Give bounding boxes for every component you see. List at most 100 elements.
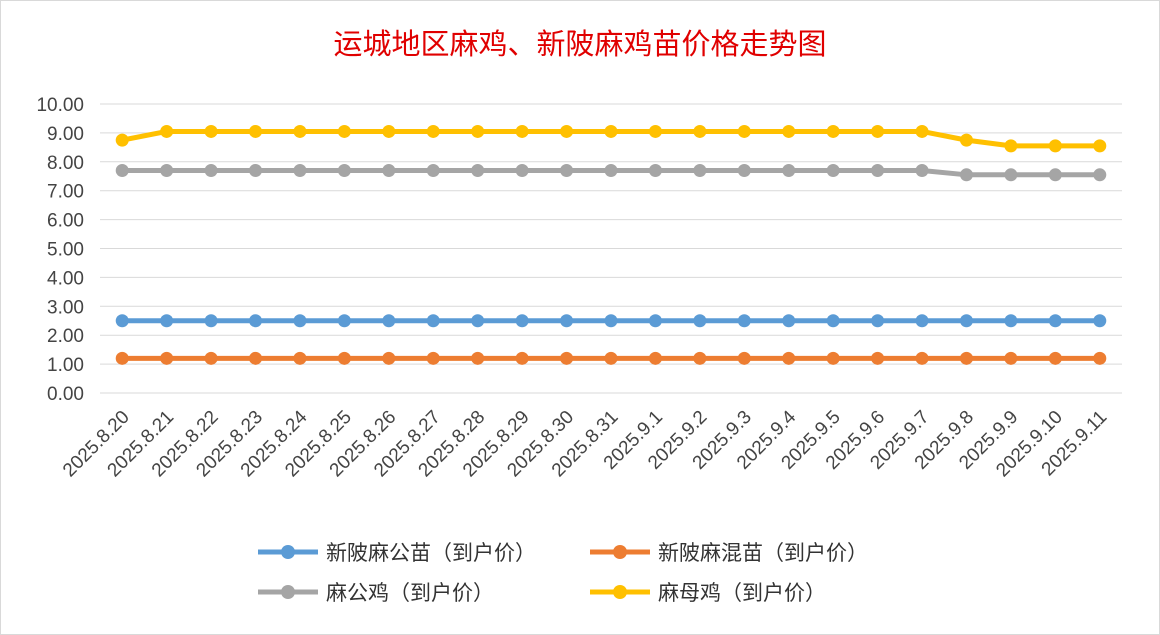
data-point [560,351,574,365]
data-point [604,314,618,328]
data-point [648,314,662,328]
series-1 [115,351,1107,365]
data-point [293,351,307,365]
legend-item: 新陂麻混苗（到户价） [590,541,868,565]
y-tick-label: 8.00 [47,153,84,174]
data-point [160,124,174,138]
data-point [515,351,529,365]
data-point [648,163,662,177]
data-point [560,124,574,138]
data-point [915,124,929,138]
data-point [471,351,485,365]
data-point [426,163,440,177]
data-point [959,133,973,147]
legend-dot-marker [281,585,295,599]
data-point [204,314,218,328]
data-point [1048,351,1062,365]
data-point [249,314,263,328]
data-point [1004,139,1018,153]
legend-label: 麻母鸡（到户价） [658,581,826,605]
data-point [737,314,751,328]
data-point [204,124,218,138]
legend-item: 新陂麻公苗（到户价） [258,541,536,565]
data-point [959,314,973,328]
chart-title: 运城地区麻鸡、新陂麻鸡苗价格走势图 [333,27,826,61]
data-point [782,314,796,328]
x-axis: 2025.8.202025.8.212025.8.222025.8.232025… [59,406,1111,481]
data-point [426,314,440,328]
data-point [337,124,351,138]
data-point [871,314,885,328]
data-point [648,124,662,138]
data-point [826,124,840,138]
y-tick-label: 2.00 [47,326,84,347]
data-point [337,163,351,177]
data-point [293,314,307,328]
data-point [293,163,307,177]
data-point [648,351,662,365]
data-point [115,351,129,365]
data-point [826,163,840,177]
data-point [471,163,485,177]
data-point [249,351,263,365]
data-point [782,124,796,138]
legend: 新陂麻公苗（到户价） 新陂麻混苗（到户价） 麻公鸡（到户价） 麻母鸡（到户价） [258,541,868,605]
y-tick-label: 4.00 [47,268,84,289]
data-point [693,124,707,138]
data-point [826,314,840,328]
data-point [915,314,929,328]
data-point [1048,314,1062,328]
legend-dot-marker [281,545,295,559]
data-point [382,163,396,177]
data-point [693,163,707,177]
data-point [871,351,885,365]
y-tick-label: 3.00 [47,297,84,318]
data-point [115,163,129,177]
y-axis: 0.00 1.00 2.00 3.00 4.00 5.00 6.00 7.00 8.00 9.00… [36,95,84,405]
y-tick-label: 1.00 [47,355,84,376]
data-point [1004,168,1018,182]
legend-label: 新陂麻公苗（到户价） [326,541,536,565]
data-point [693,314,707,328]
data-point [160,163,174,177]
data-point [204,163,218,177]
legend-item: 麻母鸡（到户价） [590,581,826,605]
data-point [737,351,751,365]
data-point [782,163,796,177]
data-point [293,124,307,138]
data-point [515,314,529,328]
legend-dot-marker [613,585,627,599]
data-point [871,124,885,138]
data-point [871,163,885,177]
data-point [337,314,351,328]
y-tick-label: 7.00 [47,182,84,203]
data-point [560,314,574,328]
data-point [1093,314,1107,328]
data-point [782,351,796,365]
data-point [1093,168,1107,182]
data-point [604,351,618,365]
data-point [204,351,218,365]
y-tick-label: 0.00 [47,384,84,405]
data-point [560,163,574,177]
data-point [515,163,529,177]
data-point [515,124,529,138]
data-point [1048,139,1062,153]
data-point [826,351,840,365]
gridlines [100,103,1122,394]
data-point [382,351,396,365]
data-point [1004,314,1018,328]
data-point [1093,139,1107,153]
series-2 [115,163,1107,182]
data-point [426,124,440,138]
legend-label: 麻公鸡（到户价） [326,581,494,605]
data-point [1048,168,1062,182]
data-point [382,314,396,328]
data-point [337,351,351,365]
series-group [115,124,1107,365]
legend-label: 新陂麻混苗（到户价） [658,541,868,565]
data-point [471,124,485,138]
data-point [471,314,485,328]
data-point [160,351,174,365]
